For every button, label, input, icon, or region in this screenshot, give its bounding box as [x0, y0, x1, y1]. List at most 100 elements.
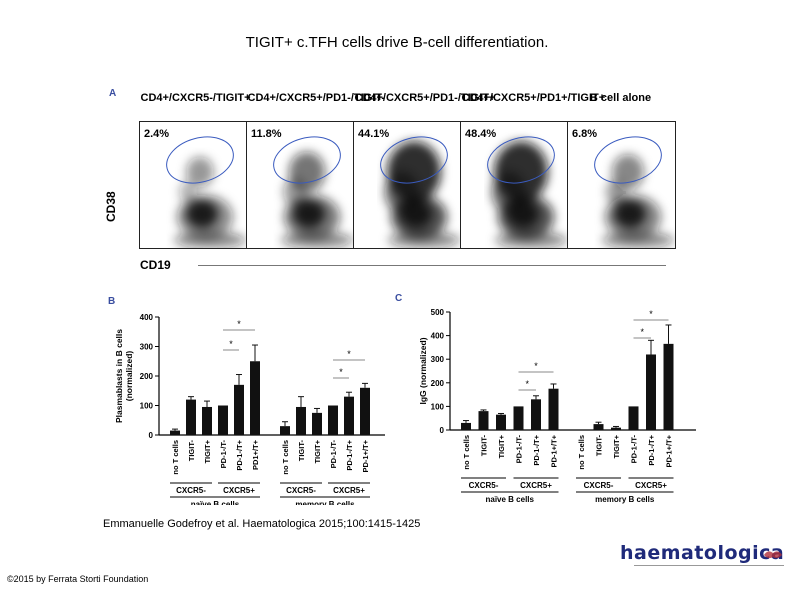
- facs-plot: [353, 121, 462, 249]
- x-tick-label: PD-1-/T+: [647, 434, 656, 465]
- x-tick-label: PD-1+/T+: [665, 434, 674, 467]
- bar: [234, 384, 244, 435]
- x-tick-label: PD-1-/T-: [329, 440, 338, 469]
- bar: [280, 426, 290, 435]
- facs-plot-title: CD4+/CXCR5+/PD1-/TIGIT+: [354, 92, 496, 104]
- x-axis-bracket: [198, 265, 666, 266]
- y-tick-label: 400: [140, 313, 154, 322]
- subgroup-label: CXCR5-: [584, 481, 614, 490]
- subgroup-label: CXCR5+: [223, 486, 255, 495]
- facs-plot: [139, 121, 248, 249]
- y-tick-label: 200: [140, 372, 154, 381]
- bar: [218, 405, 228, 435]
- x-tick-label: PD-1-/T-: [515, 435, 524, 464]
- x-tick-label: PD-1+/T+: [361, 439, 370, 472]
- bar: [296, 406, 306, 435]
- facs-plot-title: CD4+/CXCR5-/TIGIT+: [140, 92, 251, 104]
- x-tick-label: PD-1-/T+: [532, 434, 541, 465]
- bar: [202, 406, 212, 435]
- significance-star: *: [525, 379, 529, 389]
- x-tick-label: no T cells: [577, 435, 586, 470]
- bar: [663, 343, 674, 430]
- y-tick-label: 100: [140, 402, 154, 411]
- facs-gate: [487, 136, 555, 184]
- y-tick-label: 0: [149, 431, 154, 440]
- x-tick-label: PD-1-/T+: [235, 439, 244, 470]
- bar: [548, 388, 559, 430]
- bar: [461, 422, 471, 430]
- x-tick-label: PD-1+/T+: [550, 434, 559, 467]
- x-tick-label: no T cells: [281, 440, 290, 475]
- subgroup-label: CXCR5+: [635, 481, 667, 490]
- slide-title: TIGIT+ c.TFH cells drive B-cell differen…: [245, 34, 549, 51]
- significance-star: *: [649, 309, 653, 319]
- facs-plot-title: CD4+/CXCR5+/PD1-/TIGIT-: [247, 92, 386, 104]
- facs-plot-title: B cell alone: [589, 92, 652, 104]
- x-tick-label: PD1+/T+: [251, 439, 260, 470]
- bar: [593, 424, 604, 430]
- facs-density: [380, 136, 460, 248]
- facs-density: [273, 136, 353, 248]
- significance-star: *: [640, 327, 644, 337]
- facs-density: [487, 136, 567, 248]
- facs-gate: [273, 136, 341, 184]
- x-tick-label: TIGIT-: [595, 435, 604, 457]
- x-tick-label: TIGIT+: [203, 439, 212, 463]
- x-tick-label: TIGIT+: [612, 434, 621, 458]
- y-axis-label: Plasmablasts in B cells(normalized): [114, 329, 134, 423]
- group-label: memory B cells: [595, 495, 655, 504]
- y-axis-label: IgG (normalized): [418, 337, 428, 404]
- panel-c-chart: 0 100 200 300 400 500 IgG (normalized) no T cel…: [418, 308, 696, 504]
- x-tick-label: PD-1-/T+: [345, 439, 354, 470]
- facs-plot: [460, 121, 569, 249]
- facs-gate-percent: 44.1%: [358, 128, 390, 140]
- subgroup-label: CXCR5-: [469, 481, 499, 490]
- bar: [531, 399, 541, 430]
- x-tick-label: no T cells: [462, 435, 471, 470]
- significance-star: *: [229, 339, 233, 349]
- facs-density: [594, 136, 674, 248]
- group-label: naïve B cells: [486, 495, 535, 504]
- x-tick-label: TIGIT-: [187, 440, 196, 462]
- citation: Emmanuelle Godefroy et al. Haematologica…: [103, 518, 421, 530]
- facs-gate-percent: 11.8%: [251, 128, 282, 140]
- copyright: ©2015 by Ferrata Storti Foundation: [7, 574, 149, 584]
- group-label: naïve B cells: [191, 500, 240, 505]
- x-tick-label: TIGIT+: [497, 434, 506, 458]
- bar: [496, 414, 506, 430]
- bar: [360, 387, 370, 435]
- significance-star: *: [339, 367, 343, 377]
- x-tick-label: TIGIT-: [480, 435, 489, 457]
- bar: [478, 411, 489, 430]
- bar: [611, 427, 621, 430]
- y-tick-label: 400: [431, 332, 445, 341]
- x-tick-label: PD-1-/T-: [219, 440, 228, 469]
- logo-wordmark: haematologica: [620, 542, 785, 564]
- panel-b-chart: 0 100 200 300 400 Plasmablasts in B cells(nor…: [114, 313, 385, 505]
- facs-gate-percent: 48.4%: [465, 128, 497, 140]
- facs-density: [166, 136, 246, 248]
- facs-plot-title: CD4+/CXCR5+/PD1+/TIGIT+: [461, 92, 606, 104]
- facs-plot: [246, 121, 355, 249]
- significance-star: *: [534, 361, 538, 371]
- facs-gate-percent: 6.8%: [572, 128, 598, 140]
- x-tick-label: TIGIT-: [297, 440, 306, 462]
- y-tick-label: 500: [431, 308, 445, 317]
- bar: [312, 412, 322, 435]
- bar: [628, 406, 639, 430]
- subgroup-label: CXCR5-: [176, 486, 206, 495]
- facs-plot: [567, 121, 676, 249]
- subgroup-label: CXCR5+: [520, 481, 552, 490]
- bar: [328, 405, 338, 435]
- bar: [513, 406, 524, 430]
- bar: [170, 430, 180, 435]
- panel-a-x-label: CD19: [140, 258, 171, 272]
- significance-star: *: [237, 319, 241, 329]
- panel-b-letter: B: [108, 296, 116, 307]
- facs-gate-percent: 2.4%: [144, 128, 170, 140]
- bar: [250, 361, 260, 435]
- haematologica-logo: haematologica: [612, 542, 790, 582]
- bar: [344, 396, 354, 435]
- panel-c-letter: C: [395, 293, 403, 304]
- facs-gate: [166, 136, 234, 184]
